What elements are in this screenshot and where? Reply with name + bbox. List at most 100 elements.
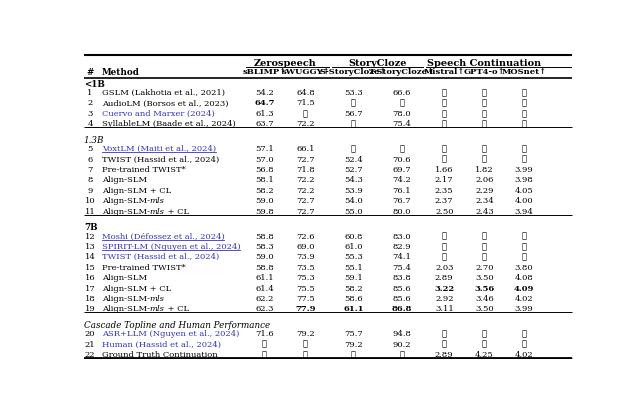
Text: + CL: + CL	[164, 305, 189, 313]
Text: 61.0: 61.0	[344, 243, 363, 251]
Text: 59.0: 59.0	[255, 197, 274, 205]
Text: <1B: <1B	[84, 80, 105, 89]
Text: Align-SLM: Align-SLM	[102, 274, 147, 282]
Text: 64.8: 64.8	[296, 89, 315, 97]
Text: ∅: ∅	[482, 253, 487, 261]
Text: ∅: ∅	[351, 120, 356, 128]
Text: 3.11: 3.11	[435, 305, 454, 313]
Text: 58.2: 58.2	[344, 284, 363, 292]
Text: 82.9: 82.9	[392, 243, 411, 251]
Text: ∅: ∅	[482, 243, 487, 251]
Text: 72.2: 72.2	[296, 120, 315, 128]
Text: 52.4: 52.4	[344, 156, 363, 163]
Text: ∅: ∅	[522, 120, 527, 128]
Text: 62.3: 62.3	[255, 305, 274, 313]
Text: 3.50: 3.50	[476, 274, 494, 282]
Text: Pre-trained TWIST*: Pre-trained TWIST*	[102, 264, 186, 272]
Text: Align-SLM-: Align-SLM-	[102, 197, 150, 205]
Text: Align-SLM-: Align-SLM-	[102, 208, 150, 216]
Text: 1.66: 1.66	[435, 166, 454, 174]
Text: 58.3: 58.3	[255, 243, 274, 251]
Text: StoryCloze: StoryCloze	[348, 59, 407, 68]
Text: mls: mls	[150, 305, 164, 313]
Text: 72.7: 72.7	[296, 197, 315, 205]
Text: Align-SLM + CL: Align-SLM + CL	[102, 187, 171, 195]
Text: 63.7: 63.7	[255, 120, 274, 128]
Text: ∅: ∅	[442, 243, 447, 251]
Text: 7: 7	[88, 166, 93, 174]
Text: 56.8: 56.8	[255, 166, 274, 174]
Text: 61.4: 61.4	[255, 284, 274, 292]
Text: 14: 14	[84, 253, 95, 261]
Text: ∅: ∅	[442, 233, 447, 241]
Text: ∅: ∅	[303, 110, 308, 118]
Text: 70.6: 70.6	[392, 156, 411, 163]
Text: 85.6: 85.6	[392, 295, 411, 303]
Text: 71.8: 71.8	[296, 166, 315, 174]
Text: ∅: ∅	[262, 351, 267, 359]
Text: 79.2: 79.2	[344, 341, 363, 349]
Text: Cuervo and Marxer (2024): Cuervo and Marxer (2024)	[102, 110, 214, 118]
Text: ∅: ∅	[522, 156, 527, 163]
Text: ∅: ∅	[482, 156, 487, 163]
Text: mls: mls	[150, 208, 164, 216]
Text: 2.34: 2.34	[475, 197, 494, 205]
Text: 3.99: 3.99	[515, 166, 534, 174]
Text: 3.94: 3.94	[515, 208, 534, 216]
Text: TWIST (Hassid et al., 2024): TWIST (Hassid et al., 2024)	[102, 156, 219, 163]
Text: 75.4: 75.4	[392, 264, 411, 272]
Text: ∅: ∅	[303, 351, 308, 359]
Text: ∅: ∅	[482, 100, 487, 108]
Text: 2.03: 2.03	[435, 264, 454, 272]
Text: 79.2: 79.2	[296, 330, 315, 338]
Text: ∅: ∅	[482, 145, 487, 153]
Text: 15: 15	[84, 264, 95, 272]
Text: 66.1: 66.1	[296, 145, 315, 153]
Text: 57.0: 57.0	[255, 156, 274, 163]
Text: Human (Hassid et al., 2024): Human (Hassid et al., 2024)	[102, 341, 221, 349]
Text: Zerospeech: Zerospeech	[253, 59, 316, 68]
Text: 19: 19	[84, 305, 95, 313]
Text: 72.2: 72.2	[296, 187, 315, 195]
Text: 4.00: 4.00	[515, 197, 533, 205]
Text: 2.43: 2.43	[475, 208, 494, 216]
Text: SPIRIT-LM (Nguyen et al., 2024): SPIRIT-LM (Nguyen et al., 2024)	[102, 243, 241, 251]
Text: 2.50: 2.50	[435, 208, 454, 216]
Text: ∅: ∅	[522, 243, 527, 251]
Text: TWIST (Hassid et al., 2024): TWIST (Hassid et al., 2024)	[102, 253, 219, 261]
Text: 4.09: 4.09	[514, 284, 534, 292]
Text: Mistral↑: Mistral↑	[424, 68, 465, 76]
Text: 10: 10	[84, 197, 95, 205]
Text: 66.6: 66.6	[392, 89, 411, 97]
Text: 75.4: 75.4	[392, 120, 411, 128]
Text: 4.25: 4.25	[475, 351, 494, 359]
Text: 83.0: 83.0	[392, 233, 411, 241]
Text: 2.35: 2.35	[435, 187, 454, 195]
Text: 4: 4	[87, 120, 93, 128]
Text: 60.8: 60.8	[344, 233, 363, 241]
Text: ∅: ∅	[442, 330, 447, 338]
Text: ∅: ∅	[482, 89, 487, 97]
Text: 3: 3	[88, 110, 93, 118]
Text: 61.3: 61.3	[255, 110, 274, 118]
Text: 61.1: 61.1	[343, 305, 364, 313]
Text: 5: 5	[88, 145, 93, 153]
Text: 2.92: 2.92	[435, 295, 454, 303]
Text: 7B: 7B	[84, 223, 97, 232]
Text: 1.3B: 1.3B	[84, 136, 104, 145]
Text: 58.2: 58.2	[255, 187, 274, 195]
Text: sWUGGY↑: sWUGGY↑	[281, 68, 330, 76]
Text: 11: 11	[84, 208, 95, 216]
Text: 2: 2	[88, 100, 93, 108]
Text: MOSnet↑: MOSnet↑	[502, 68, 547, 76]
Text: ∅: ∅	[351, 100, 356, 108]
Text: 58.8: 58.8	[255, 264, 274, 272]
Text: 18: 18	[84, 295, 95, 303]
Text: GPT4-o↑: GPT4-o↑	[464, 68, 506, 76]
Text: 13: 13	[84, 243, 95, 251]
Text: 72.7: 72.7	[296, 156, 315, 163]
Text: 57.1: 57.1	[255, 145, 274, 153]
Text: 3.46: 3.46	[475, 295, 494, 303]
Text: Ground Truth Continuation: Ground Truth Continuation	[102, 351, 218, 359]
Text: 55.3: 55.3	[344, 253, 363, 261]
